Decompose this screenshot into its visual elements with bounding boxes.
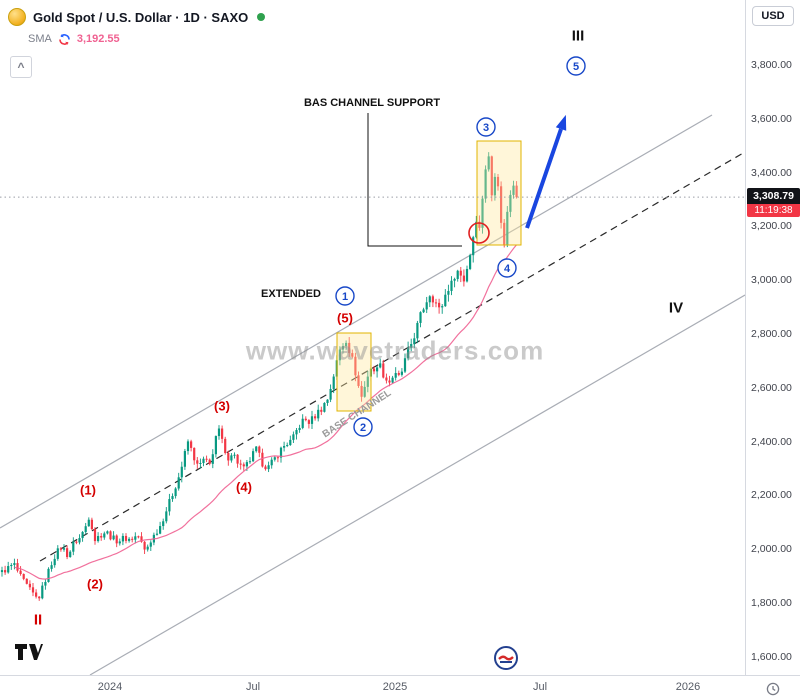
svg-text:5: 5 (573, 61, 579, 73)
time-axis[interactable]: 2024 Jul 2025 Jul 2026 (0, 675, 800, 700)
price-chart[interactable]: 1 2 3 4 5 (0, 0, 745, 675)
symbol-title[interactable]: Gold Spot / U.S. Dollar · 1D · SAXO (33, 9, 249, 25)
last-price-badge: 3,308.79 11:19:38 (747, 188, 800, 218)
market-status-dot (257, 13, 266, 21)
price-tick: 3,800.00 (751, 59, 792, 71)
svg-text:3: 3 (483, 122, 489, 134)
price-tick: 2,000.00 (751, 543, 792, 556)
support-pointer-line (367, 113, 462, 247)
chart-legend: Gold Spot / U.S. Dollar · 1D · SAXO SMA … (8, 6, 266, 48)
price-tick: 2,200.00 (751, 489, 792, 502)
sma-indicator-label[interactable]: SMA (28, 33, 52, 45)
sma-value: 3,192.55 (76, 33, 120, 45)
price-tick: 1,600.00 (751, 650, 792, 663)
circled-wave-4: 4 (497, 258, 517, 278)
circled-wave-1: 1 (335, 286, 355, 306)
time-tick: 2024 (97, 681, 123, 693)
consolidation-box-wave4 (476, 140, 522, 246)
time-tick: 2025 (382, 681, 408, 693)
candlestick-series (0, 152, 518, 601)
bar-countdown: 11:19:38 (747, 204, 800, 218)
price-tick: 3,400.00 (751, 166, 792, 179)
projection-arrow (525, 128, 563, 229)
base-channel-mid-line (39, 151, 745, 562)
price-tick: 3,000.00 (751, 274, 792, 287)
circled-wave-2: 2 (353, 417, 373, 437)
price-tick: 2,600.00 (751, 381, 792, 394)
circled-wave-3: 3 (476, 117, 496, 137)
last-price-value: 3,308.79 (747, 188, 800, 205)
time-tick: Jul (532, 681, 548, 693)
svg-text:4: 4 (504, 263, 511, 275)
base-channel-upper-line (0, 114, 713, 529)
watermark: www.wavetraders.com (245, 335, 545, 366)
time-tick: 2026 (675, 681, 701, 693)
collapse-pane-button[interactable]: ^ (10, 56, 32, 78)
price-tick: 2,800.00 (751, 328, 792, 340)
price-tick: 3,200.00 (751, 220, 792, 233)
circled-wave-5: 5 (566, 56, 586, 76)
svg-text:2: 2 (360, 422, 366, 434)
sma-line (14, 244, 518, 580)
timezone-clock-icon[interactable] (766, 682, 780, 696)
gold-instrument-icon (8, 8, 26, 26)
price-tick: 2,400.00 (751, 435, 792, 448)
svg-text:1: 1 (342, 291, 348, 303)
site-logo (494, 646, 518, 675)
projection-arrow-head (555, 114, 567, 131)
currency-button[interactable]: USD (752, 6, 794, 26)
price-tick: 3,600.00 (751, 112, 792, 125)
base-channel-lower-line (89, 294, 745, 675)
price-axis[interactable]: USD 3,800.00 3,600.00 3,400.00 3,200.00 3,00… (745, 0, 800, 675)
consolidation-box-wave2 (336, 332, 372, 412)
timezone-corner[interactable] (745, 676, 800, 700)
price-tick: 1,800.00 (751, 597, 792, 609)
support-touch-circle (468, 222, 490, 244)
sma-loading-icon[interactable] (58, 33, 71, 46)
time-tick: Jul (245, 681, 261, 693)
tradingview-logo[interactable] (14, 643, 44, 666)
